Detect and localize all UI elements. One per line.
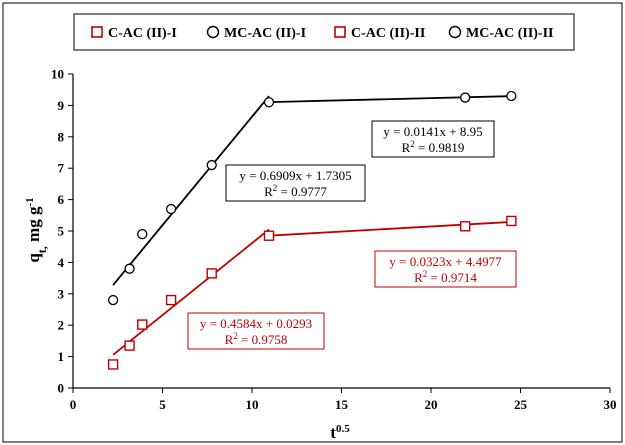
fit-equation: y = 0.4584x + 0.0293 — [200, 316, 312, 331]
legend-entry-2: MC-AC (II)-I — [224, 26, 306, 41]
x-tick-label: 0 — [70, 397, 77, 412]
x-tick-label: 5 — [159, 397, 166, 412]
y-tick-label: 5 — [58, 224, 65, 239]
data-point-square — [459, 221, 471, 232]
annotation-box — [225, 164, 366, 202]
data-point-circle — [460, 92, 471, 103]
y-tick-label: 3 — [58, 286, 65, 301]
data-point-square — [165, 294, 177, 306]
y-tick-label: 9 — [58, 98, 65, 113]
y-tick-label: 4 — [58, 255, 65, 270]
x-axis-title: t0.5 — [330, 423, 350, 442]
equation-box-cac-stage-1: y = 0.4584x + 0.0293 R2 = 0.9758 — [187, 312, 325, 350]
x-tick-label: 20 — [425, 397, 438, 412]
legend: C-AC (II)-I MC-AC (II)-I C-AC (II)-II MC… — [73, 13, 575, 51]
y-tick-label: 0 — [58, 381, 65, 396]
y-tick-label: 1 — [58, 349, 65, 364]
equation-box-mcac-stage-2: y = 0.0141x + 8.95 R2 = 0.9819 — [371, 120, 495, 158]
fit-r-squared: R2 = 0.9714 — [414, 269, 477, 285]
data-point-circle — [107, 294, 119, 306]
data-point-circle — [206, 159, 217, 171]
fit-equation: y = 0.0323x + 4.4977 — [389, 254, 502, 269]
fit-line — [268, 95, 512, 104]
data-point-circle — [263, 97, 275, 108]
legend-circle-marker — [206, 25, 220, 39]
data-point-square — [206, 268, 217, 279]
data-point-circle — [124, 263, 135, 274]
legend-square-marker — [91, 26, 103, 38]
data-point-square — [124, 340, 135, 351]
fit-line — [112, 95, 270, 286]
equation-box-mcac-stage-1: y = 0.6909x + 1.7305 R2 = 0.9777 — [225, 164, 366, 202]
data-markers — [107, 90, 517, 370]
x-tick-label: 25 — [514, 397, 528, 412]
fit-line — [112, 228, 270, 356]
data-point-square — [107, 359, 119, 370]
y-tick-label: 2 — [58, 318, 65, 333]
data-point-square — [263, 230, 275, 241]
annotation-box — [371, 120, 495, 158]
annotation-box — [374, 250, 517, 288]
x-axis-ticks: 0 5 10 15 20 25 30 — [70, 388, 617, 412]
legend-entry-4: MC-AC (II)-II — [466, 26, 554, 41]
fit-equation: y = 0.6909x + 1.7305 — [239, 168, 351, 183]
legend-entry-3: C-AC (II)-II — [351, 26, 425, 41]
x-tick-label: 15 — [335, 397, 349, 412]
x-tick-label: 10 — [246, 397, 259, 412]
fit-r-squared: R2 = 0.9819 — [402, 139, 465, 155]
legend-box — [73, 13, 575, 51]
data-point-circle — [165, 203, 177, 215]
fit-r-squared: R2 = 0.9777 — [264, 183, 327, 199]
y-axis-ticks: 0 1 2 3 4 5 6 7 8 9 10 — [51, 67, 73, 396]
fit-equation: y = 0.0141x + 8.95 — [383, 124, 482, 139]
data-point-square — [137, 319, 148, 330]
data-point-square — [506, 215, 517, 227]
data-point-circle — [506, 90, 517, 102]
annotation-box — [187, 312, 325, 350]
fit-r-squared: R2 = 0.9758 — [225, 331, 288, 347]
equation-box-cac-stage-2: y = 0.0323x + 4.4977 R2 = 0.9714 — [374, 250, 517, 288]
y-tick-label: 10 — [51, 67, 64, 82]
legend-square-marker — [334, 26, 346, 38]
legend-circle-marker — [448, 25, 462, 39]
data-point-circle — [137, 228, 148, 240]
legend-entry-1: C-AC (II)-I — [108, 26, 177, 41]
y-tick-label: 8 — [58, 129, 65, 144]
x-tick-label: 30 — [604, 397, 617, 412]
fit-line — [268, 221, 512, 237]
fit-lines — [112, 95, 512, 356]
y-tick-label: 6 — [58, 192, 65, 207]
y-axis-title: qt, mg g-1 — [24, 197, 49, 262]
y-tick-label: 7 — [58, 161, 65, 176]
